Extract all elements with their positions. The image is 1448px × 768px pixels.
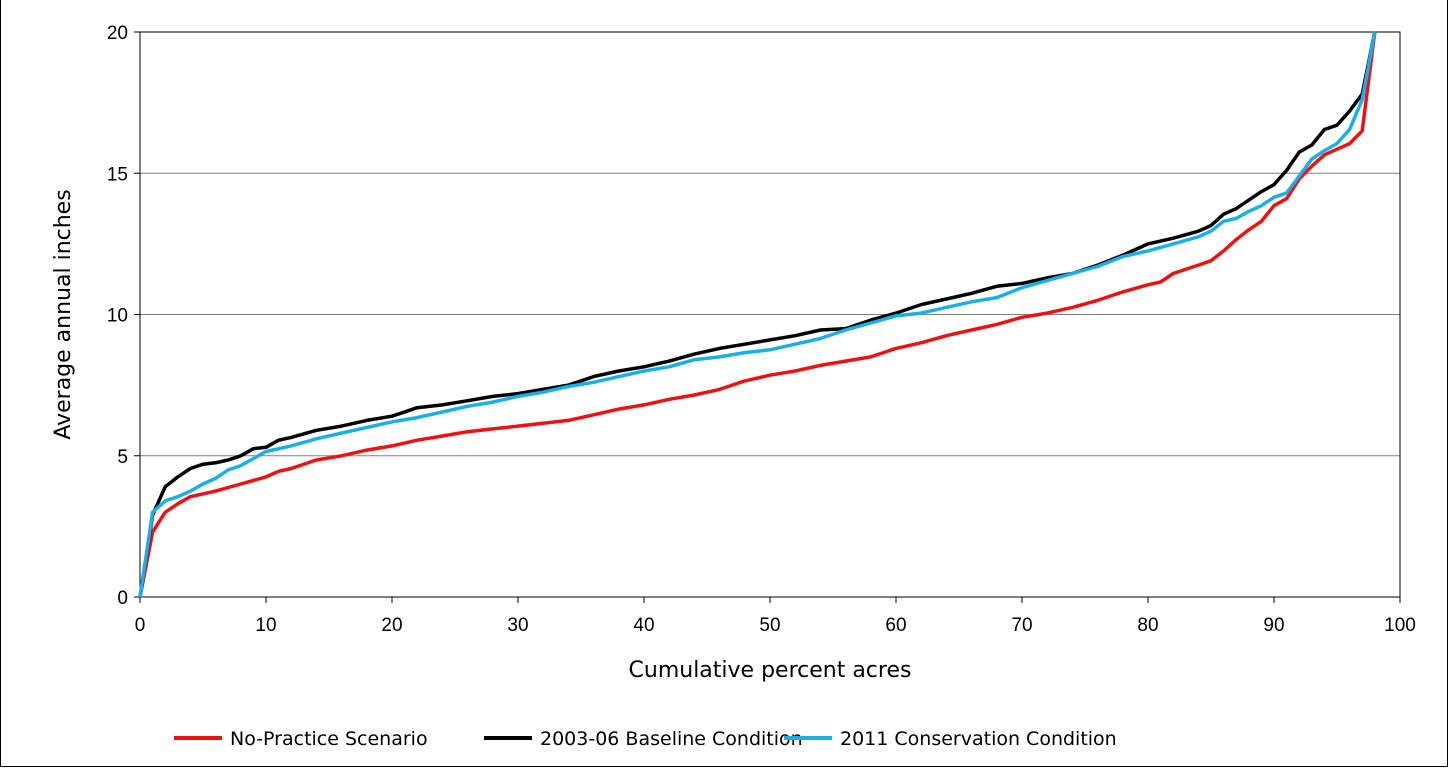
- y-tick-label: 20: [107, 23, 128, 44]
- gridlines: [140, 172, 1400, 457]
- series-line-3: [138, 31, 1377, 598]
- x-tick-label: 60: [885, 615, 906, 636]
- x-tick-label: 10: [255, 615, 276, 636]
- y-axis-title: Average annual inches: [51, 189, 76, 439]
- x-tick-label: 40: [633, 615, 654, 636]
- y-axis-ticks: 0 5 10 15 20: [107, 23, 140, 609]
- x-tick-label: 90: [1263, 615, 1284, 636]
- legend-item-2: 2003-06 Baseline Condition: [484, 728, 803, 750]
- x-tick-label: 100: [1384, 615, 1416, 636]
- x-tick-label: 80: [1137, 615, 1158, 636]
- x-axis-title: Cumulative percent acres: [629, 658, 912, 683]
- x-tick-label: 20: [381, 615, 402, 636]
- x-tick-label: 70: [1011, 615, 1032, 636]
- y-tick-label: 15: [107, 164, 128, 185]
- legend-label: No-Practice Scenario: [230, 728, 428, 750]
- legend-item-3: 2011 Conservation Condition: [784, 728, 1117, 750]
- x-tick-label: 0: [135, 615, 146, 636]
- series-line-1: [138, 31, 1377, 598]
- legend: No-Practice Scenario 2003-06 Baseline Con…: [174, 728, 1117, 750]
- series-lines: [138, 31, 1377, 598]
- y-tick-label: 5: [117, 447, 128, 468]
- x-axis-ticks: 0 10 20 30 40 50 60 70 80 90 100: [135, 597, 1416, 636]
- legend-label: 2003-06 Baseline Condition: [540, 728, 803, 750]
- y-tick-label: 10: [107, 306, 128, 327]
- series-line-2: [138, 31, 1377, 598]
- legend-item-1: No-Practice Scenario: [174, 728, 428, 750]
- legend-label: 2011 Conservation Condition: [840, 728, 1117, 750]
- y-tick-label: 0: [117, 588, 128, 609]
- x-tick-label: 50: [759, 615, 780, 636]
- x-tick-label: 30: [507, 615, 528, 636]
